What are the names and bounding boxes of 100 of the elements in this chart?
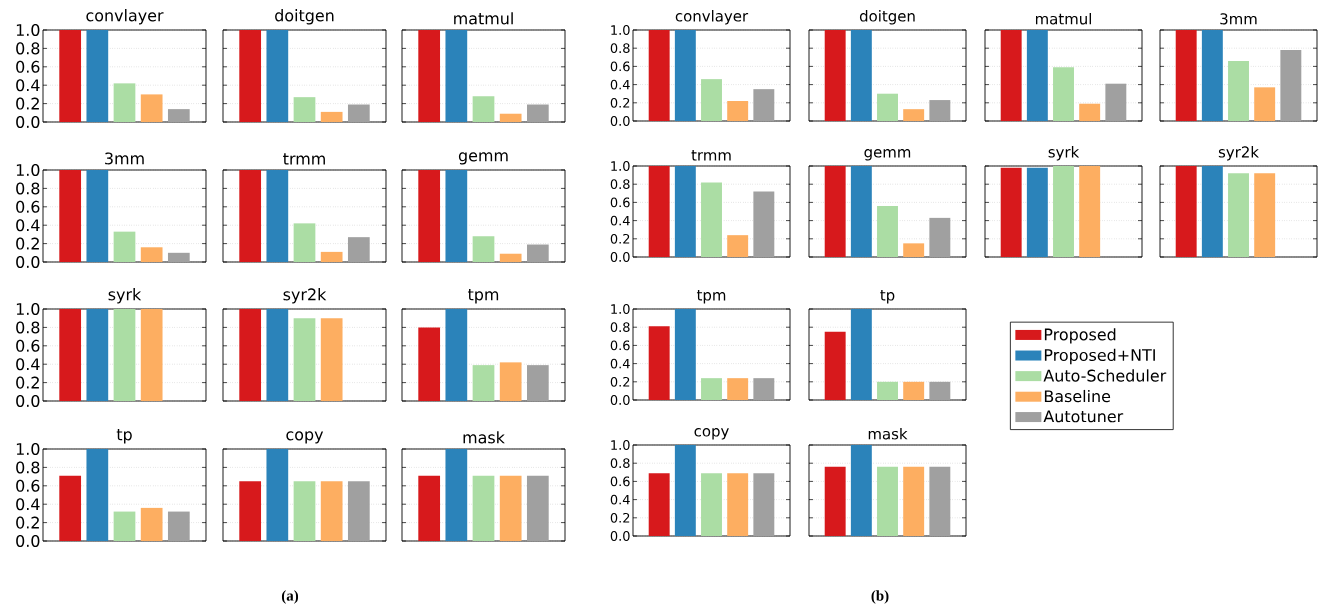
bar bbox=[499, 362, 522, 401]
bar bbox=[824, 30, 846, 121]
bar bbox=[877, 206, 898, 257]
bar bbox=[727, 100, 749, 121]
y-tick-label: 0.2 bbox=[610, 512, 630, 523]
y-tick-label: 1.0 bbox=[16, 302, 40, 316]
bar bbox=[674, 166, 696, 257]
bar bbox=[648, 326, 670, 400]
chart-title: syrk bbox=[108, 288, 142, 304]
bar bbox=[1175, 30, 1197, 121]
bar bbox=[86, 449, 109, 542]
y-tick-label: 0.8 bbox=[610, 43, 630, 54]
bar bbox=[850, 30, 872, 121]
y-tick-label: 1.0 bbox=[16, 163, 40, 177]
bar bbox=[903, 109, 925, 121]
bar bbox=[929, 217, 951, 257]
chart-title: 3mm bbox=[1220, 13, 1257, 25]
y-tick-label: 0.0 bbox=[16, 115, 40, 129]
y-tick-label: 0.4 bbox=[16, 79, 40, 92]
y-tick-label: 0.8 bbox=[16, 182, 40, 195]
bar bbox=[727, 378, 749, 400]
bar bbox=[140, 94, 163, 122]
bar bbox=[674, 30, 696, 121]
chart-title: syrk bbox=[1048, 146, 1080, 161]
bar bbox=[499, 113, 522, 122]
chart-title: convlayer bbox=[675, 10, 749, 25]
chart-title: syr2k bbox=[1218, 146, 1259, 161]
y-tick-label: 1.0 bbox=[16, 23, 40, 37]
y-tick-label: 0.4 bbox=[610, 215, 630, 226]
bar bbox=[239, 170, 262, 262]
bar bbox=[266, 170, 289, 262]
bar bbox=[113, 83, 136, 122]
chart-title: 3mm bbox=[105, 152, 144, 165]
y-tick-label: 0.0 bbox=[610, 252, 630, 262]
bar bbox=[1254, 87, 1276, 121]
bar bbox=[472, 236, 495, 262]
chart-title: tp bbox=[880, 289, 895, 304]
bar bbox=[445, 309, 468, 401]
bar bbox=[1079, 103, 1101, 121]
bar bbox=[674, 309, 696, 400]
legend-label: Autotuner bbox=[1043, 410, 1124, 423]
chart-title: matmul bbox=[454, 12, 513, 25]
y-tick-label: 0.0 bbox=[610, 395, 630, 405]
bar bbox=[929, 100, 951, 121]
bar bbox=[239, 30, 262, 122]
y-tick-label: 0.4 bbox=[16, 358, 40, 371]
bar bbox=[59, 170, 82, 262]
legend-label: Proposed+NTI bbox=[1044, 348, 1155, 365]
bar bbox=[140, 247, 163, 262]
y-tick-label: 0.8 bbox=[610, 322, 630, 333]
chart-title: mask bbox=[463, 431, 505, 444]
y-tick-label: 0.6 bbox=[16, 339, 40, 352]
chart-title: tpm bbox=[696, 289, 726, 304]
bar bbox=[113, 511, 136, 542]
bar bbox=[824, 166, 846, 257]
bar bbox=[1228, 60, 1249, 121]
y-tick-label: 0.6 bbox=[16, 479, 40, 492]
chart-title: matmul bbox=[1035, 12, 1091, 25]
bar bbox=[86, 30, 109, 122]
bar bbox=[266, 30, 289, 122]
y-tick-label: 0.2 bbox=[16, 97, 39, 110]
bar bbox=[472, 96, 495, 122]
bar bbox=[418, 30, 441, 122]
bar bbox=[753, 191, 775, 257]
y-tick-label: 1.0 bbox=[611, 161, 630, 171]
bar bbox=[59, 30, 82, 122]
bar bbox=[320, 111, 343, 122]
chart-title: trmm bbox=[691, 150, 731, 161]
bar bbox=[1105, 83, 1127, 121]
bar bbox=[753, 89, 775, 121]
y-tick-label: 0.4 bbox=[610, 494, 630, 505]
bar bbox=[86, 170, 109, 262]
y-tick-label: 0.4 bbox=[16, 219, 40, 232]
y-tick-label: 0.2 bbox=[610, 233, 630, 244]
bar bbox=[648, 166, 670, 257]
y-tick-label: 0.4 bbox=[610, 358, 630, 369]
bar bbox=[1000, 30, 1022, 121]
bar bbox=[1026, 30, 1048, 121]
chart-title: gemm bbox=[864, 149, 911, 161]
bar bbox=[167, 252, 190, 262]
bar bbox=[418, 170, 441, 262]
bar bbox=[445, 170, 468, 262]
bar bbox=[320, 251, 343, 262]
y-tick-label: 0.8 bbox=[16, 42, 40, 55]
bar bbox=[727, 235, 749, 257]
y-tick-label: 1.0 bbox=[16, 442, 40, 456]
text: (a) bbox=[281, 590, 299, 604]
y-tick-label: 1.0 bbox=[611, 440, 630, 450]
y-tick-label: 0.0 bbox=[610, 116, 630, 126]
bar bbox=[701, 182, 722, 257]
chart-title: trmm bbox=[283, 153, 325, 165]
y-tick-label: 1.0 bbox=[611, 25, 630, 35]
bar bbox=[701, 79, 722, 121]
y-tick-label: 0.2 bbox=[610, 97, 630, 108]
y-tick-label: 0.0 bbox=[16, 534, 40, 548]
bar bbox=[472, 365, 495, 401]
y-tick-label: 0.0 bbox=[610, 531, 630, 541]
bar bbox=[293, 223, 316, 262]
y-tick-label: 0.6 bbox=[16, 60, 40, 73]
bar bbox=[1053, 67, 1074, 121]
